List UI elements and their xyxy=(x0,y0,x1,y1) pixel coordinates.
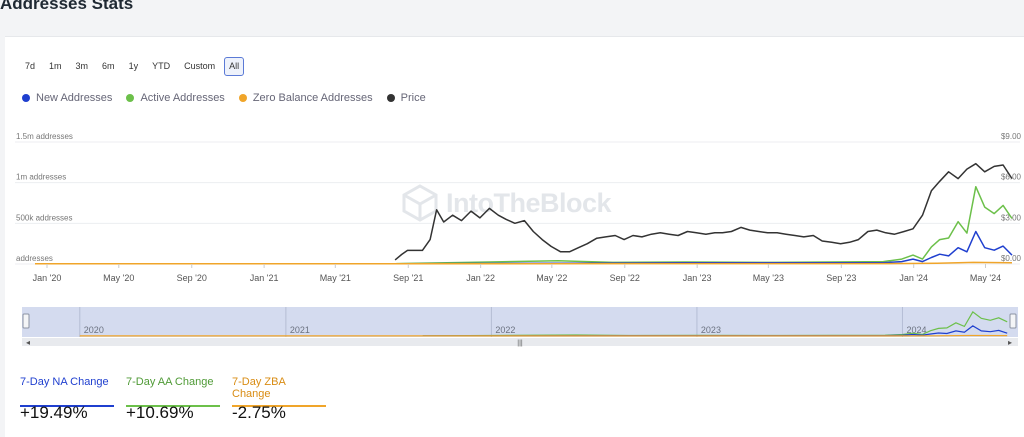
range-1y-button[interactable]: 1y xyxy=(124,57,144,76)
left-axis-tick-label: 1m addresses xyxy=(16,173,66,182)
navigator-year-label: 2021 xyxy=(290,325,310,335)
navigator-selection[interactable] xyxy=(22,307,1018,337)
x-axis-tick-label: Sep '23 xyxy=(826,273,856,283)
page-title: Addresses Stats xyxy=(0,0,133,14)
addresses-chart[interactable]: 1.5m addresses 1m addresses 500k addresses… xyxy=(0,130,1024,290)
x-axis-tick-label: May '23 xyxy=(753,273,784,283)
range-all-button[interactable]: All xyxy=(224,57,244,76)
scrollbar-grip[interactable]: ||| xyxy=(517,340,523,347)
legend-price[interactable]: Price xyxy=(387,92,426,104)
x-axis-tick-label: May '22 xyxy=(536,273,567,283)
right-axis-tick-label: $9.00 xyxy=(1001,132,1022,141)
legend-label: Active Addresses xyxy=(140,92,224,104)
time-range-selector: 7d 1m 3m 6m 1y YTD Custom All xyxy=(20,57,244,76)
series-line-price xyxy=(395,164,1012,260)
tab-label: 7-Day ZBA Change xyxy=(232,376,285,400)
chart-legend: New Addresses Active Addresses Zero Bala… xyxy=(22,92,426,104)
x-axis-tick-label: Jan '23 xyxy=(683,273,712,283)
left-axis-tick-label: addresses xyxy=(16,254,53,263)
x-axis-tick-label: May '20 xyxy=(103,273,134,283)
x-axis-tick-label: Jan '21 xyxy=(250,273,279,283)
range-7d-button[interactable]: 7d xyxy=(20,57,40,76)
legend-active-addresses[interactable]: Active Addresses xyxy=(126,92,224,104)
na-change-value: +19.49% xyxy=(20,403,88,423)
legend-dot-icon xyxy=(387,94,395,102)
series-line-active-addresses xyxy=(396,187,1012,264)
legend-dot-icon xyxy=(239,94,247,102)
range-custom-button[interactable]: Custom xyxy=(179,57,220,76)
legend-label: New Addresses xyxy=(36,92,112,104)
x-axis-tick-label: Jan '22 xyxy=(466,273,495,283)
x-axis-tick-label: May '24 xyxy=(970,273,1001,283)
left-axis-tick-label: 1.5m addresses xyxy=(16,132,73,141)
aa-change-value: +10.69% xyxy=(126,403,194,423)
navigator-year-label: 2020 xyxy=(84,325,104,335)
navigator-left-handle[interactable] xyxy=(23,314,29,328)
series-line-new-addresses xyxy=(396,232,1012,264)
scroll-right-arrow-icon[interactable]: ▸ xyxy=(1008,338,1012,347)
x-axis-tick-label: Jan '24 xyxy=(899,273,928,283)
x-axis-tick-label: Sep '22 xyxy=(610,273,640,283)
legend-new-addresses[interactable]: New Addresses xyxy=(22,92,112,104)
range-3m-button[interactable]: 3m xyxy=(71,57,94,76)
x-axis-tick-label: Jan '20 xyxy=(33,273,62,283)
legend-label: Zero Balance Addresses xyxy=(253,92,373,104)
left-axis-tick-label: 500k addresses xyxy=(16,213,72,222)
range-6m-button[interactable]: 6m xyxy=(97,57,120,76)
tab-label: 7-Day NA Change xyxy=(20,376,109,388)
navigator-year-label: 2023 xyxy=(701,325,721,335)
range-ytd-button[interactable]: YTD xyxy=(147,57,175,76)
legend-dot-icon xyxy=(22,94,30,102)
legend-zero-balance-addresses[interactable]: Zero Balance Addresses xyxy=(239,92,373,104)
navigator-year-label: 2022 xyxy=(495,325,515,335)
x-axis-tick-label: Sep '20 xyxy=(177,273,207,283)
x-axis-tick-label: May '21 xyxy=(320,273,351,283)
legend-label: Price xyxy=(401,92,426,104)
scroll-left-arrow-icon[interactable]: ◂ xyxy=(26,338,30,347)
range-1m-button[interactable]: 1m xyxy=(44,57,67,76)
tab-label: 7-Day AA Change xyxy=(126,376,213,388)
legend-dot-icon xyxy=(126,94,134,102)
x-axis-tick-label: Sep '21 xyxy=(393,273,423,283)
zba-change-value: -2.75% xyxy=(232,403,286,423)
navigator-right-handle[interactable] xyxy=(1010,314,1016,328)
